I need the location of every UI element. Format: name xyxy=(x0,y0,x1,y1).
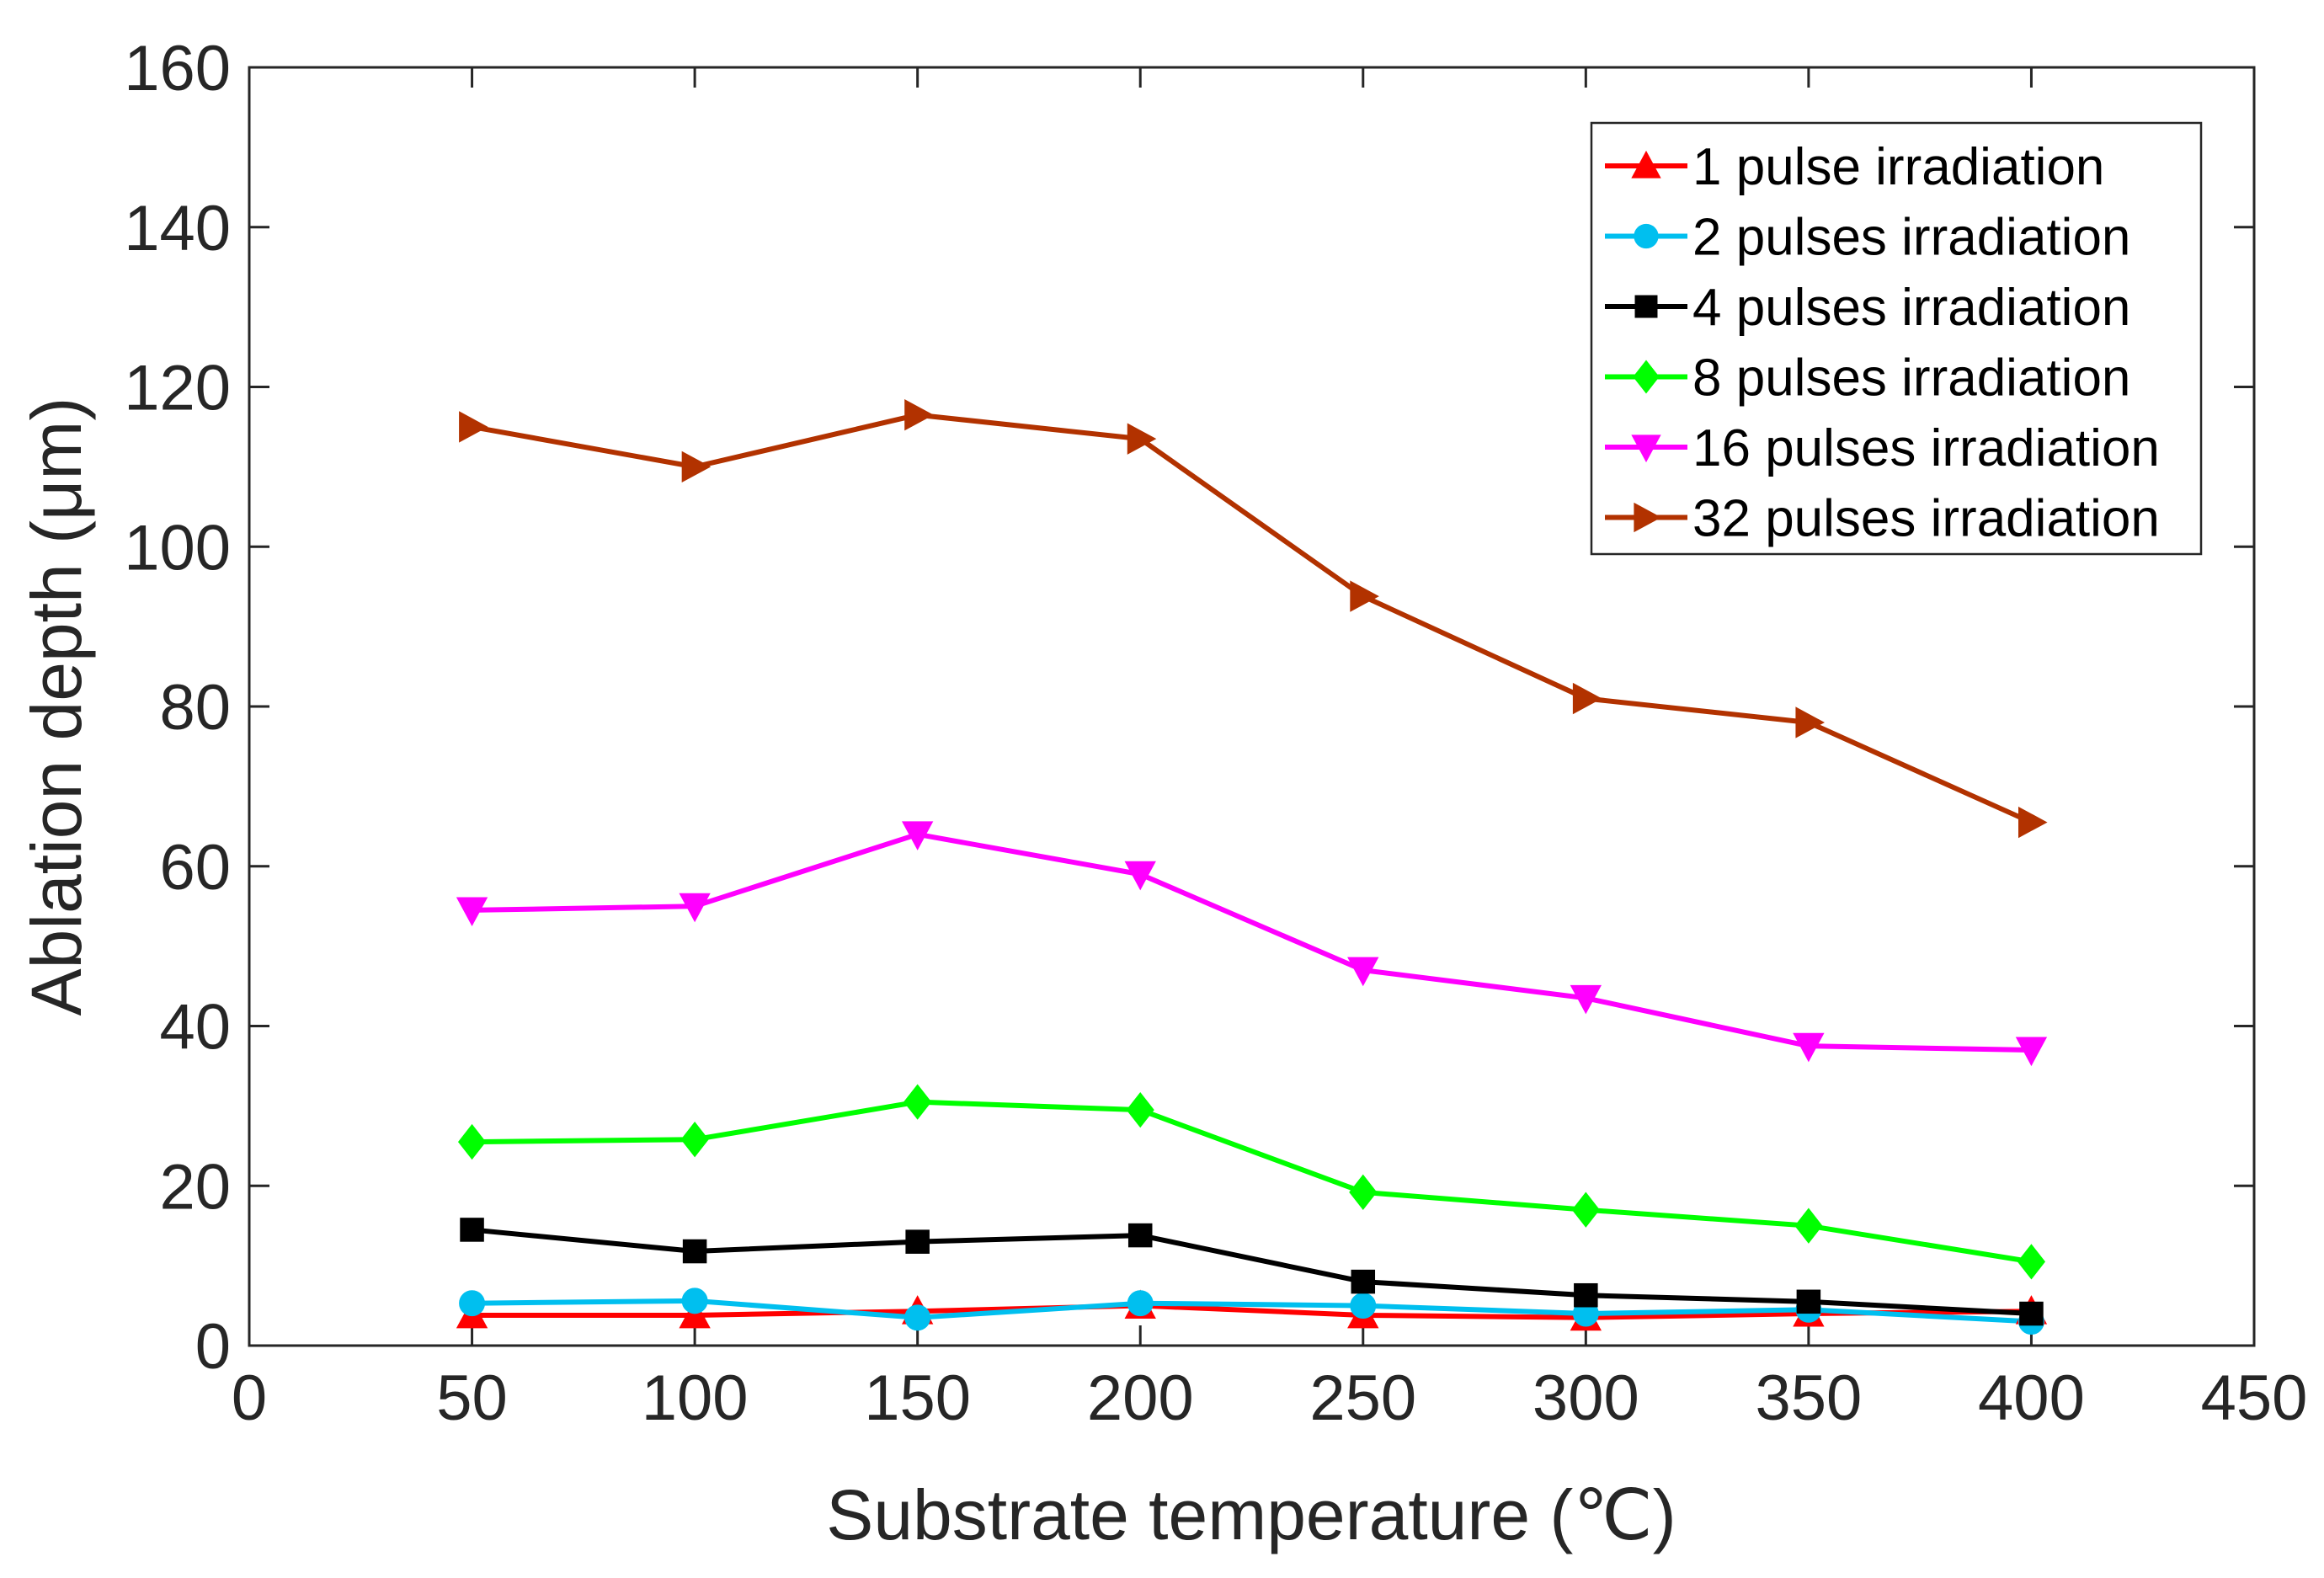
data-point xyxy=(905,1229,930,1254)
data-point xyxy=(2018,806,2048,839)
x-tick-label: 250 xyxy=(1309,1362,1416,1434)
data-point xyxy=(1127,1223,1153,1248)
legend-entries: 1 pulse irradiation 2 pulses irradiation 4… xyxy=(1605,138,2160,548)
y-axis-title: Ablation depth (μm) xyxy=(17,397,96,1016)
data-point xyxy=(460,1218,484,1242)
y-tick-label: 80 xyxy=(159,672,231,744)
data-point xyxy=(459,1290,486,1317)
data-point xyxy=(1350,580,1379,612)
data-point xyxy=(680,1122,709,1158)
series-line-2 xyxy=(472,1298,2032,1325)
x-tick-label: 350 xyxy=(1755,1362,1862,1434)
y-tick-label: 100 xyxy=(124,512,231,584)
data-point xyxy=(1571,1191,1600,1228)
x-tick-label: 0 xyxy=(232,1362,267,1434)
data-point xyxy=(2015,1037,2048,1067)
data-point xyxy=(1796,1289,1821,1314)
data-point xyxy=(1124,861,1156,891)
series-line-6 xyxy=(472,412,2033,825)
series-line-5 xyxy=(472,831,2032,1053)
x-tick-label: 400 xyxy=(1978,1362,2085,1434)
data-point xyxy=(1127,1290,1154,1317)
data-point xyxy=(904,399,934,431)
series-lines xyxy=(472,412,2033,1325)
data-point xyxy=(901,821,934,850)
legend-swatch-marker xyxy=(1631,150,1661,179)
x-tick-label: 50 xyxy=(436,1362,508,1434)
legend-label: 2 pulses irradiation xyxy=(1692,209,2130,267)
data-point xyxy=(1126,1091,1154,1128)
legend-label: 1 pulse irradiation xyxy=(1692,138,2104,196)
data-point xyxy=(1572,682,1602,715)
data-point xyxy=(1351,1269,1376,1294)
y-tick-label: 140 xyxy=(124,193,231,264)
data-point xyxy=(904,1304,931,1331)
data-point xyxy=(681,450,712,483)
y-tick-label: 0 xyxy=(195,1311,231,1383)
series-line-1 xyxy=(472,1303,2032,1320)
data-point xyxy=(1793,1032,1825,1063)
legend-swatch-marker xyxy=(1631,434,1661,463)
x-axis-title: Substrate temperature (℃) xyxy=(826,1475,1676,1554)
y-tick-label: 40 xyxy=(159,992,231,1064)
series-markers xyxy=(456,399,2048,1335)
x-tick-label: 100 xyxy=(642,1362,749,1434)
data-point xyxy=(1570,984,1602,1015)
legend-label: 32 pulses irradiation xyxy=(1692,490,2160,548)
data-point xyxy=(2019,1301,2044,1326)
data-point xyxy=(903,1084,932,1120)
legend-swatch-marker xyxy=(1634,295,1658,318)
legend: 1 pulse irradiation 2 pulses irradiation 4… xyxy=(1590,121,2203,556)
data-point xyxy=(1574,1282,1598,1308)
data-point xyxy=(679,893,711,923)
legend-swatch-marker xyxy=(1634,502,1662,533)
data-point xyxy=(2017,1244,2046,1280)
legend-label: 8 pulses irradiation xyxy=(1692,349,2130,408)
x-tick-label: 200 xyxy=(1087,1362,1194,1434)
data-point xyxy=(456,897,488,927)
legend-label: 16 pulses irradiation xyxy=(1692,419,2160,477)
y-tick-label: 20 xyxy=(159,1151,231,1223)
x-tick-label: 450 xyxy=(2201,1362,2308,1434)
axis-tick-labels: 0 50 100 150 200 250 300 350 400 450 0 20 40 60 80 100 1… xyxy=(124,33,2307,1434)
x-tick-label: 150 xyxy=(864,1362,971,1434)
x-tick-label: 300 xyxy=(1532,1362,1639,1434)
legend-label: 4 pulses irradiation xyxy=(1692,279,2130,337)
series-line-3 xyxy=(472,1227,2032,1317)
legend-swatch-marker xyxy=(1633,360,1660,394)
data-point xyxy=(682,1239,707,1264)
data-point xyxy=(679,1298,711,1329)
data-point xyxy=(457,1123,487,1160)
series-line-4 xyxy=(472,1099,2032,1265)
data-point xyxy=(1347,957,1379,987)
data-point xyxy=(1127,423,1157,455)
y-tick-label: 160 xyxy=(124,33,231,104)
data-point xyxy=(1794,1207,1823,1244)
legend-box xyxy=(1590,121,2203,556)
data-point xyxy=(459,411,488,443)
data-point xyxy=(1795,706,1825,738)
data-point xyxy=(681,1287,708,1314)
y-tick-label: 120 xyxy=(124,353,231,424)
data-point xyxy=(1350,1293,1377,1319)
legend-swatch-marker xyxy=(1634,223,1659,249)
y-tick-label: 60 xyxy=(159,832,231,904)
data-point xyxy=(1349,1174,1378,1211)
